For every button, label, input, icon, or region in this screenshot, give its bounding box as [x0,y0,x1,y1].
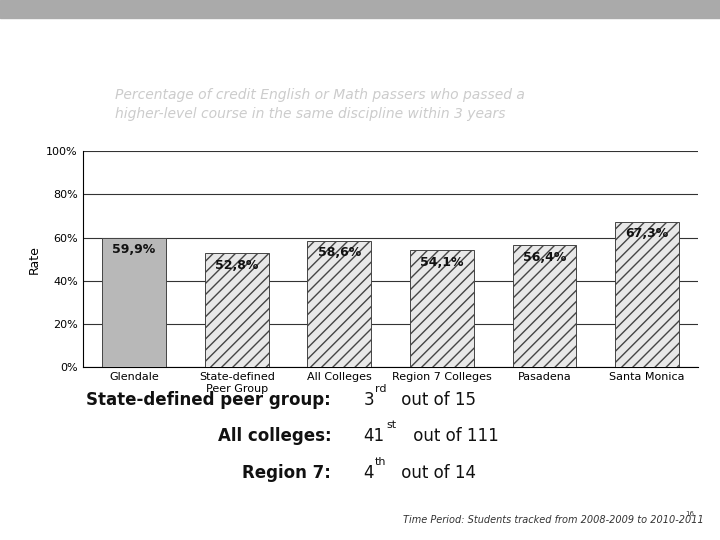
Text: State-defined peer group:: State-defined peer group: [86,391,331,409]
Text: Time Period: Students tracked from 2008-2009 to 2010-2011: Time Period: Students tracked from 2008-… [403,515,704,525]
Text: rd: rd [375,384,387,394]
Text: 54,1%: 54,1% [420,256,464,269]
Text: 41: 41 [364,427,384,446]
Text: 3: 3 [364,391,374,409]
Text: 58,6%: 58,6% [318,246,361,259]
Text: Region 7:: Region 7: [243,464,331,482]
Text: 52,8%: 52,8% [215,259,258,272]
Bar [307,241,371,367]
Text: 16: 16 [685,511,694,517]
Text: 67,3%: 67,3% [626,227,669,240]
Bar [205,253,269,367]
Bar [410,251,474,367]
Text: All colleges:: All colleges: [217,427,331,446]
Text: th: th [375,457,387,467]
Text: out of 14: out of 14 [396,464,476,482]
Bar [0,0,720,18]
Text: st: st [387,420,397,430]
Text: 4: 4 [364,464,374,482]
Text: 7. Basic Skills Improvement Rate: 7. Basic Skills Improvement Rate [115,30,555,54]
Text: Percentage of credit English or Math passers who passed a
higher-level course in: Percentage of credit English or Math pas… [115,87,525,121]
Text: 56,4%: 56,4% [523,251,566,264]
Text: out of 15: out of 15 [396,391,476,409]
Bar [616,222,679,367]
Y-axis label: Rate: Rate [28,245,41,274]
Text: out of 111: out of 111 [408,427,498,446]
Bar [513,245,576,367]
Bar [102,238,166,367]
Text: 59,9%: 59,9% [112,243,156,256]
